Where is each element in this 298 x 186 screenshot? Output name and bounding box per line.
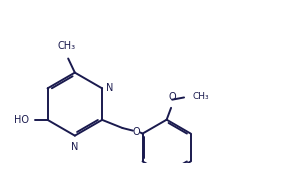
- Text: N: N: [71, 142, 78, 152]
- Text: CH₃: CH₃: [192, 92, 209, 101]
- Text: HO: HO: [14, 115, 29, 125]
- Text: O: O: [168, 92, 176, 102]
- Text: CH₃: CH₃: [57, 41, 75, 51]
- Text: N: N: [106, 83, 114, 93]
- Text: O: O: [133, 127, 140, 137]
